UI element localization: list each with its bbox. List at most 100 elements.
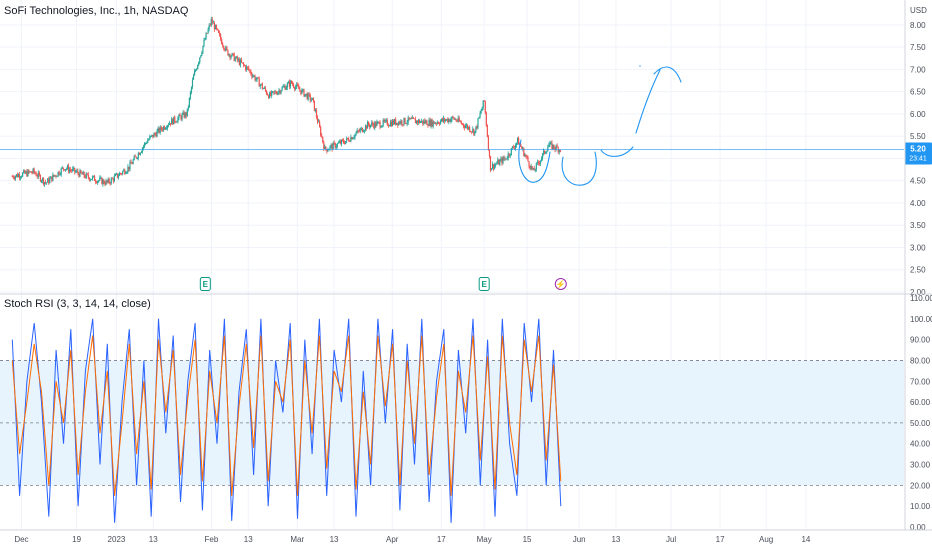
candle-body bbox=[406, 122, 408, 124]
candle-body bbox=[380, 126, 382, 128]
candle-body bbox=[304, 94, 306, 97]
candle-body bbox=[35, 173, 37, 176]
candle-body bbox=[170, 123, 172, 125]
candle-body bbox=[14, 176, 16, 179]
candle-body bbox=[366, 122, 369, 129]
user-drawings[interactable] bbox=[518, 65, 682, 186]
candle-body bbox=[63, 169, 65, 171]
drawing-curve-right bbox=[600, 146, 634, 157]
candle-body bbox=[27, 170, 29, 177]
candle-body bbox=[408, 117, 410, 120]
candle-body bbox=[405, 123, 407, 125]
candle-body bbox=[230, 56, 232, 58]
candle-body bbox=[157, 128, 159, 131]
stoch-rsi-d-line bbox=[11, 335, 562, 496]
candle-body bbox=[26, 171, 28, 177]
candle-body bbox=[448, 119, 450, 123]
candle-body bbox=[499, 160, 501, 165]
candle-body bbox=[259, 84, 261, 87]
candle-body bbox=[146, 143, 148, 144]
candle-body bbox=[438, 123, 441, 125]
candle-body bbox=[423, 120, 425, 124]
candle-body bbox=[147, 140, 149, 144]
candle-body bbox=[280, 90, 282, 94]
candle-body bbox=[92, 175, 95, 177]
candle-body bbox=[482, 100, 484, 108]
candle-body bbox=[382, 120, 384, 126]
candle-body bbox=[324, 146, 326, 149]
candle-body bbox=[410, 118, 412, 120]
candle-body bbox=[187, 107, 189, 109]
candle-body bbox=[161, 129, 163, 131]
candle-body bbox=[125, 172, 127, 174]
candle-body bbox=[432, 121, 434, 127]
candle-body bbox=[489, 155, 492, 171]
candle-body bbox=[420, 121, 422, 123]
candle-body bbox=[88, 177, 90, 181]
candle-body bbox=[461, 123, 463, 125]
candle-body bbox=[281, 87, 283, 91]
candle-body bbox=[335, 146, 337, 148]
candle-body bbox=[424, 120, 426, 124]
candle-body bbox=[28, 170, 30, 173]
symbol-legend[interactable]: SoFi Technologies, Inc., 1h, NASDAQ bbox=[4, 5, 189, 17]
candle-body bbox=[413, 118, 416, 120]
candle-body bbox=[106, 180, 108, 183]
candle-body bbox=[252, 75, 254, 77]
candle-body bbox=[233, 53, 235, 61]
candle-body bbox=[102, 179, 104, 185]
candle-body bbox=[528, 161, 530, 167]
candle-body bbox=[209, 24, 211, 26]
indicator-legend[interactable]: Stoch RSI (3, 3, 14, 14, close) bbox=[4, 298, 151, 310]
candle-body bbox=[476, 126, 478, 128]
candle-body bbox=[555, 145, 557, 150]
candle-body bbox=[143, 143, 146, 147]
candle-body bbox=[297, 84, 299, 87]
candle-body bbox=[398, 121, 400, 126]
candle-body bbox=[109, 182, 111, 184]
candle-body bbox=[464, 126, 467, 128]
event-markers[interactable]: E E ⚡ bbox=[199, 277, 567, 291]
candle-body bbox=[372, 122, 374, 125]
time-axis[interactable]: Dec 19 2023 13 Feb 13 Mar 13 Apr 17 May 15 Jun 13 Jul 1… bbox=[14, 535, 811, 544]
candle-body bbox=[496, 163, 498, 165]
candle-body bbox=[39, 175, 41, 182]
candle-body bbox=[285, 87, 287, 90]
candle-body bbox=[302, 89, 304, 91]
candle-body bbox=[139, 152, 142, 155]
candle-body bbox=[494, 164, 496, 169]
candle-body bbox=[66, 165, 69, 169]
candle-body bbox=[469, 127, 471, 132]
candle-body bbox=[520, 143, 522, 147]
candle-body bbox=[404, 117, 406, 124]
candle-body bbox=[145, 143, 147, 144]
candle-body bbox=[201, 52, 203, 56]
candle-body bbox=[480, 111, 482, 114]
candle-body bbox=[341, 139, 344, 141]
candle-body bbox=[463, 126, 466, 128]
candle-body bbox=[13, 177, 15, 179]
candle-body bbox=[470, 131, 472, 133]
candle-body bbox=[108, 179, 110, 183]
candle-body bbox=[292, 84, 295, 88]
candle-body bbox=[490, 168, 493, 171]
candle-body bbox=[331, 144, 333, 150]
candle-body bbox=[115, 173, 118, 175]
candle-body bbox=[427, 125, 429, 126]
candle-body bbox=[76, 170, 78, 172]
candle-body bbox=[266, 94, 269, 96]
candle-body bbox=[48, 178, 50, 184]
candle-body bbox=[113, 175, 115, 182]
stoch-rsi-tick-label: 20.00 bbox=[910, 481, 931, 490]
candle-body bbox=[283, 86, 285, 87]
candle-body bbox=[360, 127, 362, 130]
candle-body bbox=[523, 148, 525, 157]
candle-body bbox=[377, 121, 379, 123]
candle-body bbox=[541, 153, 544, 159]
candle-body bbox=[225, 46, 227, 51]
candle-body bbox=[290, 80, 293, 84]
candle-body bbox=[276, 93, 278, 95]
stoch-rsi-axis[interactable]: 110.00 100.00 90.00 80.00 70.00 60.00 50.00 40.… bbox=[910, 294, 932, 532]
candle-body bbox=[140, 151, 143, 153]
